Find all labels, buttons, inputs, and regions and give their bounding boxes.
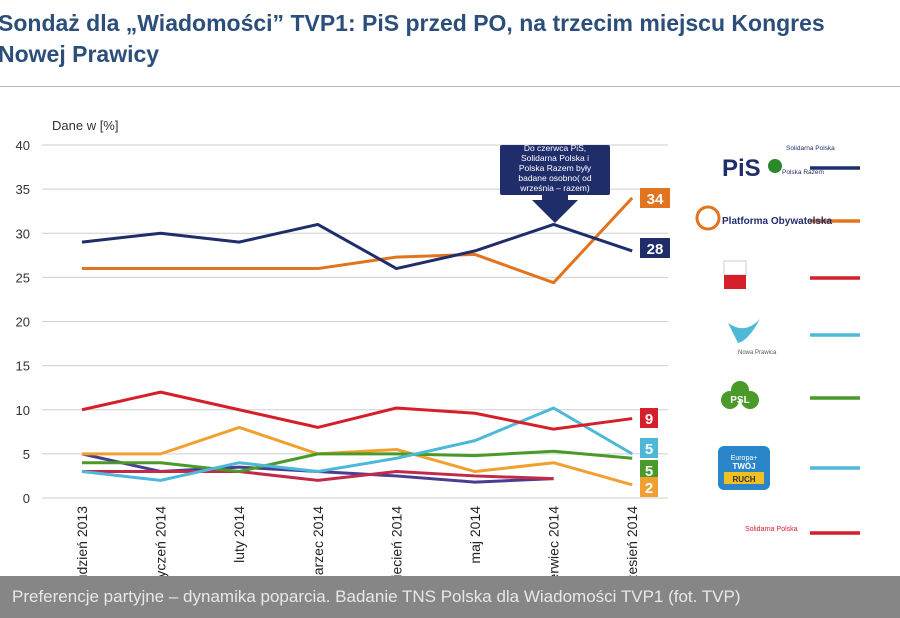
photo-caption: Preferencje partyjne – dynamika poparcia… bbox=[0, 576, 900, 618]
series-line-po bbox=[82, 196, 634, 285]
y-axis-label: Dane w [%] bbox=[52, 118, 118, 133]
y-tick-label: 0 bbox=[23, 491, 30, 506]
end-label-tr: 5 bbox=[645, 441, 653, 458]
y-tick-label: 25 bbox=[16, 270, 30, 285]
end-label-ruch: 2 bbox=[645, 480, 653, 497]
annotation-arrow bbox=[532, 195, 578, 223]
svg-text:Nowa Prawica: Nowa Prawica bbox=[738, 350, 777, 356]
svg-text:Solidarna Polska: Solidarna Polska bbox=[745, 526, 798, 533]
psl-logo-icon: PSL bbox=[721, 381, 759, 409]
y-tick-labels: 0 5 10 15 20 25 30 35 40 bbox=[16, 138, 30, 506]
grid-lines bbox=[42, 144, 668, 499]
knp-logo-icon bbox=[723, 260, 747, 289]
y-tick-label: 10 bbox=[16, 403, 30, 418]
x-tick-label: czerwiec 2014 bbox=[546, 506, 562, 576]
x-tick-label: styczeń 2014 bbox=[153, 506, 169, 576]
legend-item-psl: PSL bbox=[721, 381, 860, 409]
svg-text:Europa+: Europa+ bbox=[731, 455, 758, 462]
y-tick-label: 5 bbox=[23, 447, 30, 462]
series-lines bbox=[81, 196, 634, 487]
legend-item-knp bbox=[723, 260, 860, 289]
x-tick-label: kwiecień 2014 bbox=[388, 506, 404, 576]
series-line-pr bbox=[81, 452, 554, 484]
svg-text:Polska Razem: Polska Razem bbox=[782, 169, 824, 176]
y-tick-label: 35 bbox=[16, 182, 30, 197]
x-tick-label: grudzień 2013 bbox=[74, 506, 90, 576]
y-tick-label: 20 bbox=[16, 315, 30, 330]
end-label-box-ruch bbox=[640, 477, 658, 497]
legend-item-po: Platforma Obywatelska bbox=[695, 205, 860, 231]
tr-logo-icon: Nowa Prawica bbox=[728, 319, 777, 356]
x-tick-label: wrzesień 2014 bbox=[624, 506, 640, 576]
annotation-text: Do czerwca PiS, Solidarna Polska i Polska … bbox=[518, 143, 592, 193]
end-label-pis: 28 bbox=[647, 241, 664, 258]
end-label-box-knp bbox=[640, 408, 658, 428]
annotation-callout: Do czerwca PiS, Solidarna Polska i Polska … bbox=[500, 143, 610, 223]
end-label-box-pis bbox=[640, 238, 670, 258]
series-line-knp bbox=[81, 390, 633, 431]
x-tick-labels: grudzień 2013 styczeń 2014 luty 2014 marzec… bbox=[74, 506, 640, 576]
svg-text:Platforma Obywatelska: Platforma Obywatelska bbox=[722, 216, 832, 227]
annotation-box bbox=[500, 145, 610, 195]
y-tick-label: 30 bbox=[16, 226, 30, 241]
end-label-po: 34 bbox=[647, 191, 664, 208]
svg-text:PSL: PSL bbox=[730, 395, 749, 406]
article-headline: Sondaż dla „Wiadomości” TVP1: PiS przed … bbox=[0, 10, 825, 67]
pis-logo-icon: PiS Solidarna Polska Polska Razem bbox=[722, 145, 835, 182]
sp-logo-icon: Solidarna Polska bbox=[745, 526, 798, 533]
end-label-knp: 9 bbox=[645, 411, 653, 428]
end-label-box-tr bbox=[640, 438, 658, 458]
svg-text:Solidarna Polska: Solidarna Polska bbox=[786, 145, 835, 152]
x-tick-label: luty 2014 bbox=[231, 506, 247, 563]
y-tick-label: 15 bbox=[16, 359, 30, 374]
ruch-logo-icon: Europa+TWÓJ RUCH bbox=[718, 446, 770, 490]
end-label-psl: 5 bbox=[645, 463, 653, 480]
svg-text:TWÓJ: TWÓJ bbox=[732, 462, 755, 471]
party-legend: PiS Solidarna Polska Polska Razem Platforma… bbox=[695, 145, 860, 535]
x-tick-label: marzec 2014 bbox=[310, 506, 326, 576]
series-line-tr bbox=[81, 406, 633, 482]
end-label-box-psl bbox=[640, 460, 658, 480]
series-line-sp bbox=[82, 470, 554, 482]
series-line-pis bbox=[81, 222, 633, 271]
legend-item-ruch: Europa+TWÓJ RUCH bbox=[718, 446, 860, 490]
svg-text:RUCH: RUCH bbox=[732, 475, 755, 484]
x-tick-label: maj 2014 bbox=[467, 506, 483, 564]
legend-item-tr: Nowa Prawica bbox=[728, 319, 860, 356]
legend-item-sp: Solidarna Polska bbox=[745, 526, 860, 535]
y-tick-label: 40 bbox=[16, 138, 30, 153]
end-label-box-po bbox=[640, 188, 670, 208]
legend-item-pis: PiS Solidarna Polska Polska Razem bbox=[722, 145, 860, 182]
series-line-psl bbox=[82, 449, 633, 474]
headline-divider bbox=[0, 86, 900, 87]
series-line-ruch bbox=[82, 425, 633, 487]
po-logo-icon: Platforma Obywatelska bbox=[695, 205, 832, 231]
svg-text:PiS: PiS bbox=[722, 155, 761, 182]
